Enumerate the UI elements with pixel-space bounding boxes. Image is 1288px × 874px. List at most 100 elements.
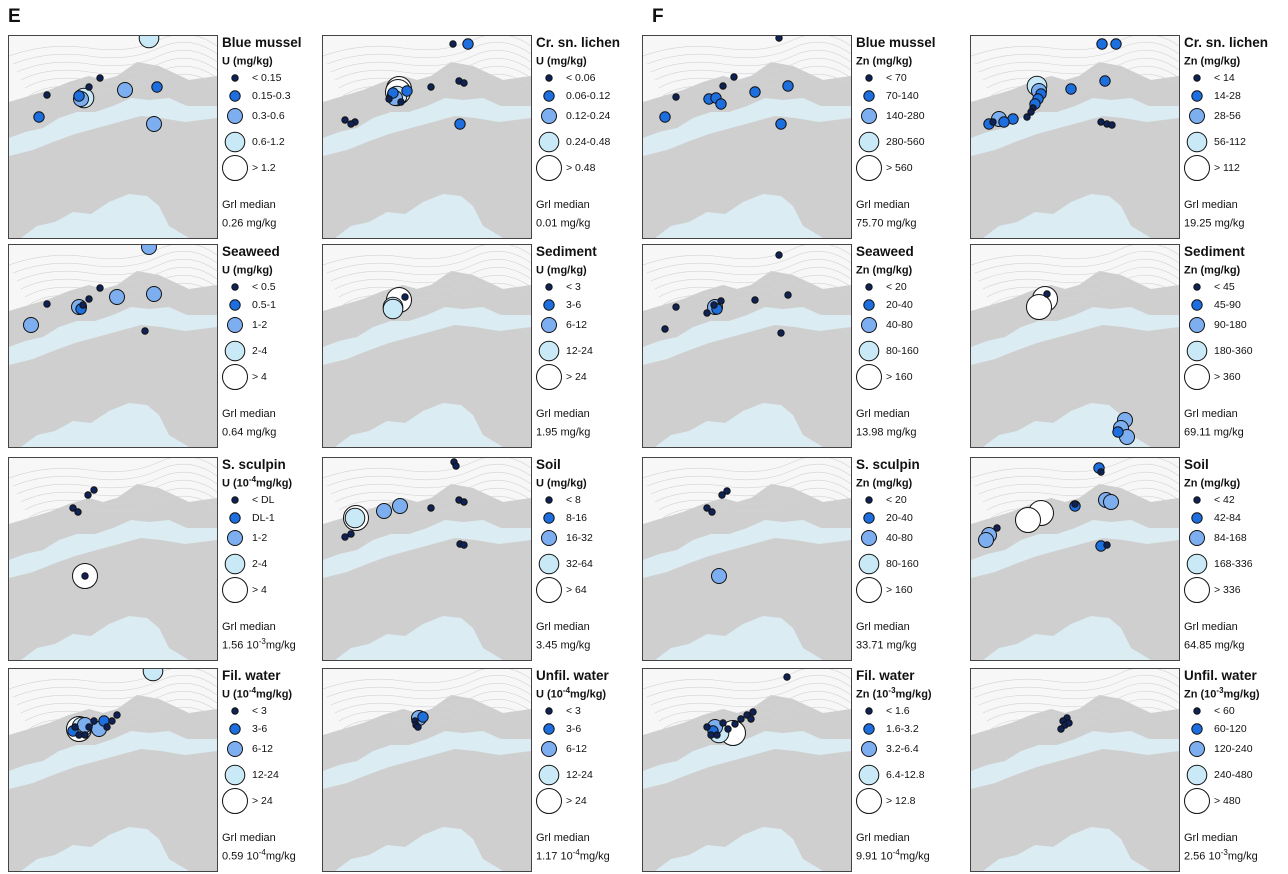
median-label: Grl median xyxy=(1184,832,1238,845)
sample-site-marker xyxy=(393,499,408,514)
legend-class-label: 6-12 xyxy=(566,319,587,331)
legend-circle xyxy=(1185,156,1210,181)
legend-class: > 64 xyxy=(536,579,639,601)
legend-class: 80-160 xyxy=(856,553,959,575)
sample-site-marker xyxy=(1072,501,1078,507)
median-value: 19.25 mg/kg xyxy=(1184,213,1245,231)
median-value: 75.70 mg/kg xyxy=(856,213,917,231)
legend-circle xyxy=(862,109,877,124)
median-text: 0.01 mg/kg xyxy=(536,218,590,230)
legend-symbol xyxy=(222,551,248,577)
sample-site-marker xyxy=(86,84,92,90)
median-text: 9.91 10 xyxy=(856,851,893,863)
legend-circle xyxy=(225,341,245,361)
sample-site-marker xyxy=(708,732,714,738)
legend-circle xyxy=(1185,365,1210,390)
median-text: 3.45 mg/kg xyxy=(536,640,590,652)
sample-site-marker xyxy=(428,505,434,511)
median-text: 64.85 mg/kg xyxy=(1184,640,1245,652)
legend-class-label: 240-480 xyxy=(1214,769,1253,781)
legend-class-label: 120-240 xyxy=(1214,743,1253,755)
median-text: 0.59 10 xyxy=(222,851,259,863)
legend-circle xyxy=(1194,284,1200,290)
sample-site-marker xyxy=(342,117,348,123)
legend-circle xyxy=(225,554,245,574)
map-legend: Blue mussel Zn (mg/kg) < 70 70-140 140-280 28… xyxy=(856,35,959,239)
legend-class-label: > 24 xyxy=(252,795,273,807)
median-value: 13.98 mg/kg xyxy=(856,422,917,440)
map-legend: Fil. water Zn (10-3mg/kg) < 1.6 1.6-3.2 3.2-… xyxy=(856,668,959,872)
legend-class: 240-480 xyxy=(1184,764,1287,786)
sample-site-marker xyxy=(97,75,103,81)
median-text: mg/kg xyxy=(900,851,930,863)
legend-class-label: > 24 xyxy=(566,795,587,807)
legend-circle xyxy=(866,75,872,81)
sample-site-marker xyxy=(142,328,148,334)
sample-site-marker xyxy=(724,488,730,494)
median-label: Grl median xyxy=(222,832,276,845)
legend-classes: < 3 3-6 6-12 12-24 > 24 xyxy=(222,704,325,822)
legend-title: Blue mussel xyxy=(222,35,325,51)
legend-circle xyxy=(546,75,552,81)
median-label: Grl median xyxy=(536,832,590,845)
map-frame xyxy=(642,457,852,661)
legend-class-label: 3-6 xyxy=(252,723,267,735)
map-svg xyxy=(9,245,217,447)
map-panel: Cr. sn. lichen U (mg/kg) < 0.06 0.06-0.12 0.… xyxy=(322,35,639,239)
legend-symbol xyxy=(222,312,248,338)
legend-circle xyxy=(862,318,877,333)
legend-symbol xyxy=(1184,129,1210,155)
median-exponent: -4 xyxy=(893,848,900,857)
legend-class: 1-2 xyxy=(222,531,325,553)
sample-site-marker xyxy=(750,709,756,715)
legend-class: > 1.2 xyxy=(222,157,325,179)
legend-symbol xyxy=(222,338,248,364)
legend-title: Soil xyxy=(1184,457,1287,473)
legend-class: 120-240 xyxy=(1184,742,1287,764)
legend-class-label: 12-24 xyxy=(252,769,279,781)
map-panel: S. sculpin Zn (mg/kg) < 20 20-40 40-80 80-160… xyxy=(642,457,959,661)
legend-symbol xyxy=(1184,525,1210,551)
legend-title: Blue mussel xyxy=(856,35,959,51)
legend-symbol xyxy=(856,788,882,814)
median-value: 0.59 10-4mg/kg xyxy=(222,846,296,864)
legend-symbol xyxy=(1184,338,1210,364)
legend-symbol xyxy=(222,129,248,155)
legend-class-label: 40-80 xyxy=(886,532,913,544)
map-frame xyxy=(642,244,852,448)
sample-site-marker xyxy=(716,99,726,109)
median-text: 0.26 mg/kg xyxy=(222,218,276,230)
legend-symbol xyxy=(856,577,882,603)
legend-symbol xyxy=(222,736,248,762)
legend-symbol xyxy=(536,788,562,814)
sample-site-marker xyxy=(80,302,86,308)
legend-class-label: 45-90 xyxy=(1214,299,1241,311)
map-svg xyxy=(9,36,217,238)
legend-symbol xyxy=(856,338,882,364)
legend-circle xyxy=(539,132,559,152)
legend-title: Sediment xyxy=(1184,244,1287,260)
legend-class-label: 12-24 xyxy=(566,769,593,781)
legend-circle xyxy=(539,554,559,574)
legend-class-label: 12-24 xyxy=(566,345,593,357)
sample-site-marker xyxy=(1098,469,1104,475)
legend-class: > 336 xyxy=(1184,579,1287,601)
legend-circle xyxy=(228,109,243,124)
legend-class-label: > 112 xyxy=(1214,162,1240,174)
legend-circle xyxy=(225,132,245,152)
legend-class-label: > 480 xyxy=(1214,795,1241,807)
median-text: mg/kg xyxy=(266,851,296,863)
legend-class-label: 80-160 xyxy=(886,558,919,570)
legend-circle xyxy=(1185,578,1210,603)
legend-class: > 24 xyxy=(536,366,639,388)
map-svg xyxy=(323,669,531,871)
legend-class-label: 0.3-0.6 xyxy=(252,110,285,122)
legend-symbol xyxy=(1184,577,1210,603)
sample-site-marker xyxy=(109,718,115,724)
legend-symbol xyxy=(1184,788,1210,814)
legend-class: 12-24 xyxy=(536,340,639,362)
legend-class: > 160 xyxy=(856,366,959,388)
map-panel: Unfil. water Zn (10-3mg/kg) < 60 60-120 120-… xyxy=(970,668,1287,872)
legend-class-label: 56-112 xyxy=(1214,136,1246,148)
legend-classes: < 70 70-140 140-280 280-560 > 560 xyxy=(856,71,959,189)
